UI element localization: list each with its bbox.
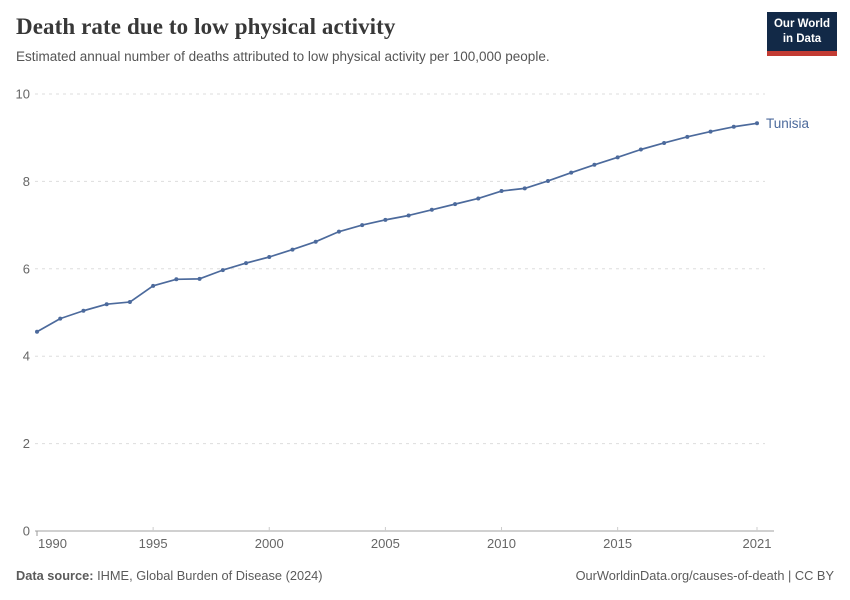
x-tick-label: 2021 (743, 536, 772, 551)
y-tick-label: 0 (23, 524, 30, 539)
x-tick-label: 2015 (603, 536, 632, 551)
y-tick-label: 8 (23, 174, 30, 189)
series-label: Tunisia (766, 116, 810, 131)
chart-footer: Data source: IHME, Global Burden of Dise… (16, 568, 834, 583)
x-tick-label: 1995 (139, 536, 168, 551)
data-point (127, 300, 132, 305)
data-point (58, 316, 63, 321)
credit-link[interactable]: OurWorldinData.org/causes-of-death | CC … (575, 568, 834, 583)
x-tick-label: 1990 (38, 536, 67, 551)
data-point (197, 276, 202, 281)
data-point (313, 239, 318, 244)
data-point (244, 261, 249, 266)
data-point (755, 121, 759, 126)
data-point (731, 124, 736, 129)
data-point (685, 134, 690, 139)
data-point (383, 217, 388, 222)
data-point (151, 283, 156, 288)
x-tick-label: 2010 (487, 536, 516, 551)
data-point (174, 277, 179, 282)
data-source: Data source: IHME, Global Burden of Dise… (16, 568, 323, 583)
y-tick-label: 10 (16, 87, 30, 102)
y-tick-label: 4 (23, 349, 30, 364)
data-point (360, 223, 365, 228)
data-source-label: Data source: (16, 568, 94, 583)
data-point (615, 155, 620, 160)
y-tick-label: 6 (23, 261, 30, 276)
owid-logo[interactable]: Our World in Data (767, 12, 837, 56)
data-point (708, 129, 713, 134)
data-point (220, 268, 225, 273)
owid-logo-line2: in Data (782, 32, 822, 45)
data-point (592, 162, 597, 167)
data-point (81, 308, 86, 313)
data-point (104, 302, 109, 307)
data-point (35, 329, 39, 334)
data-line (36, 122, 758, 333)
x-tick-label: 2005 (371, 536, 400, 551)
chart-subtitle: Estimated annual number of deaths attrib… (16, 49, 550, 64)
data-point (545, 178, 550, 183)
data-point (569, 170, 574, 175)
data-point (638, 147, 643, 152)
data-point (499, 189, 504, 194)
page-title: Death rate due to low physical activity (16, 14, 396, 39)
data-point (522, 186, 527, 191)
data-point (290, 247, 295, 252)
data-point (476, 196, 481, 201)
data-point (453, 202, 458, 207)
data-point (429, 207, 434, 212)
owid-logo-line1: Our World (773, 18, 830, 30)
data-point (267, 255, 272, 260)
data-point (336, 229, 341, 234)
data-source-text: IHME, Global Burden of Disease (2024) (93, 568, 323, 583)
chart-header: Death rate due to low physical activity … (16, 14, 750, 64)
data-point (662, 140, 667, 145)
x-tick-label: 2000 (255, 536, 284, 551)
data-point (406, 213, 411, 218)
y-tick-label: 2 (23, 436, 30, 451)
